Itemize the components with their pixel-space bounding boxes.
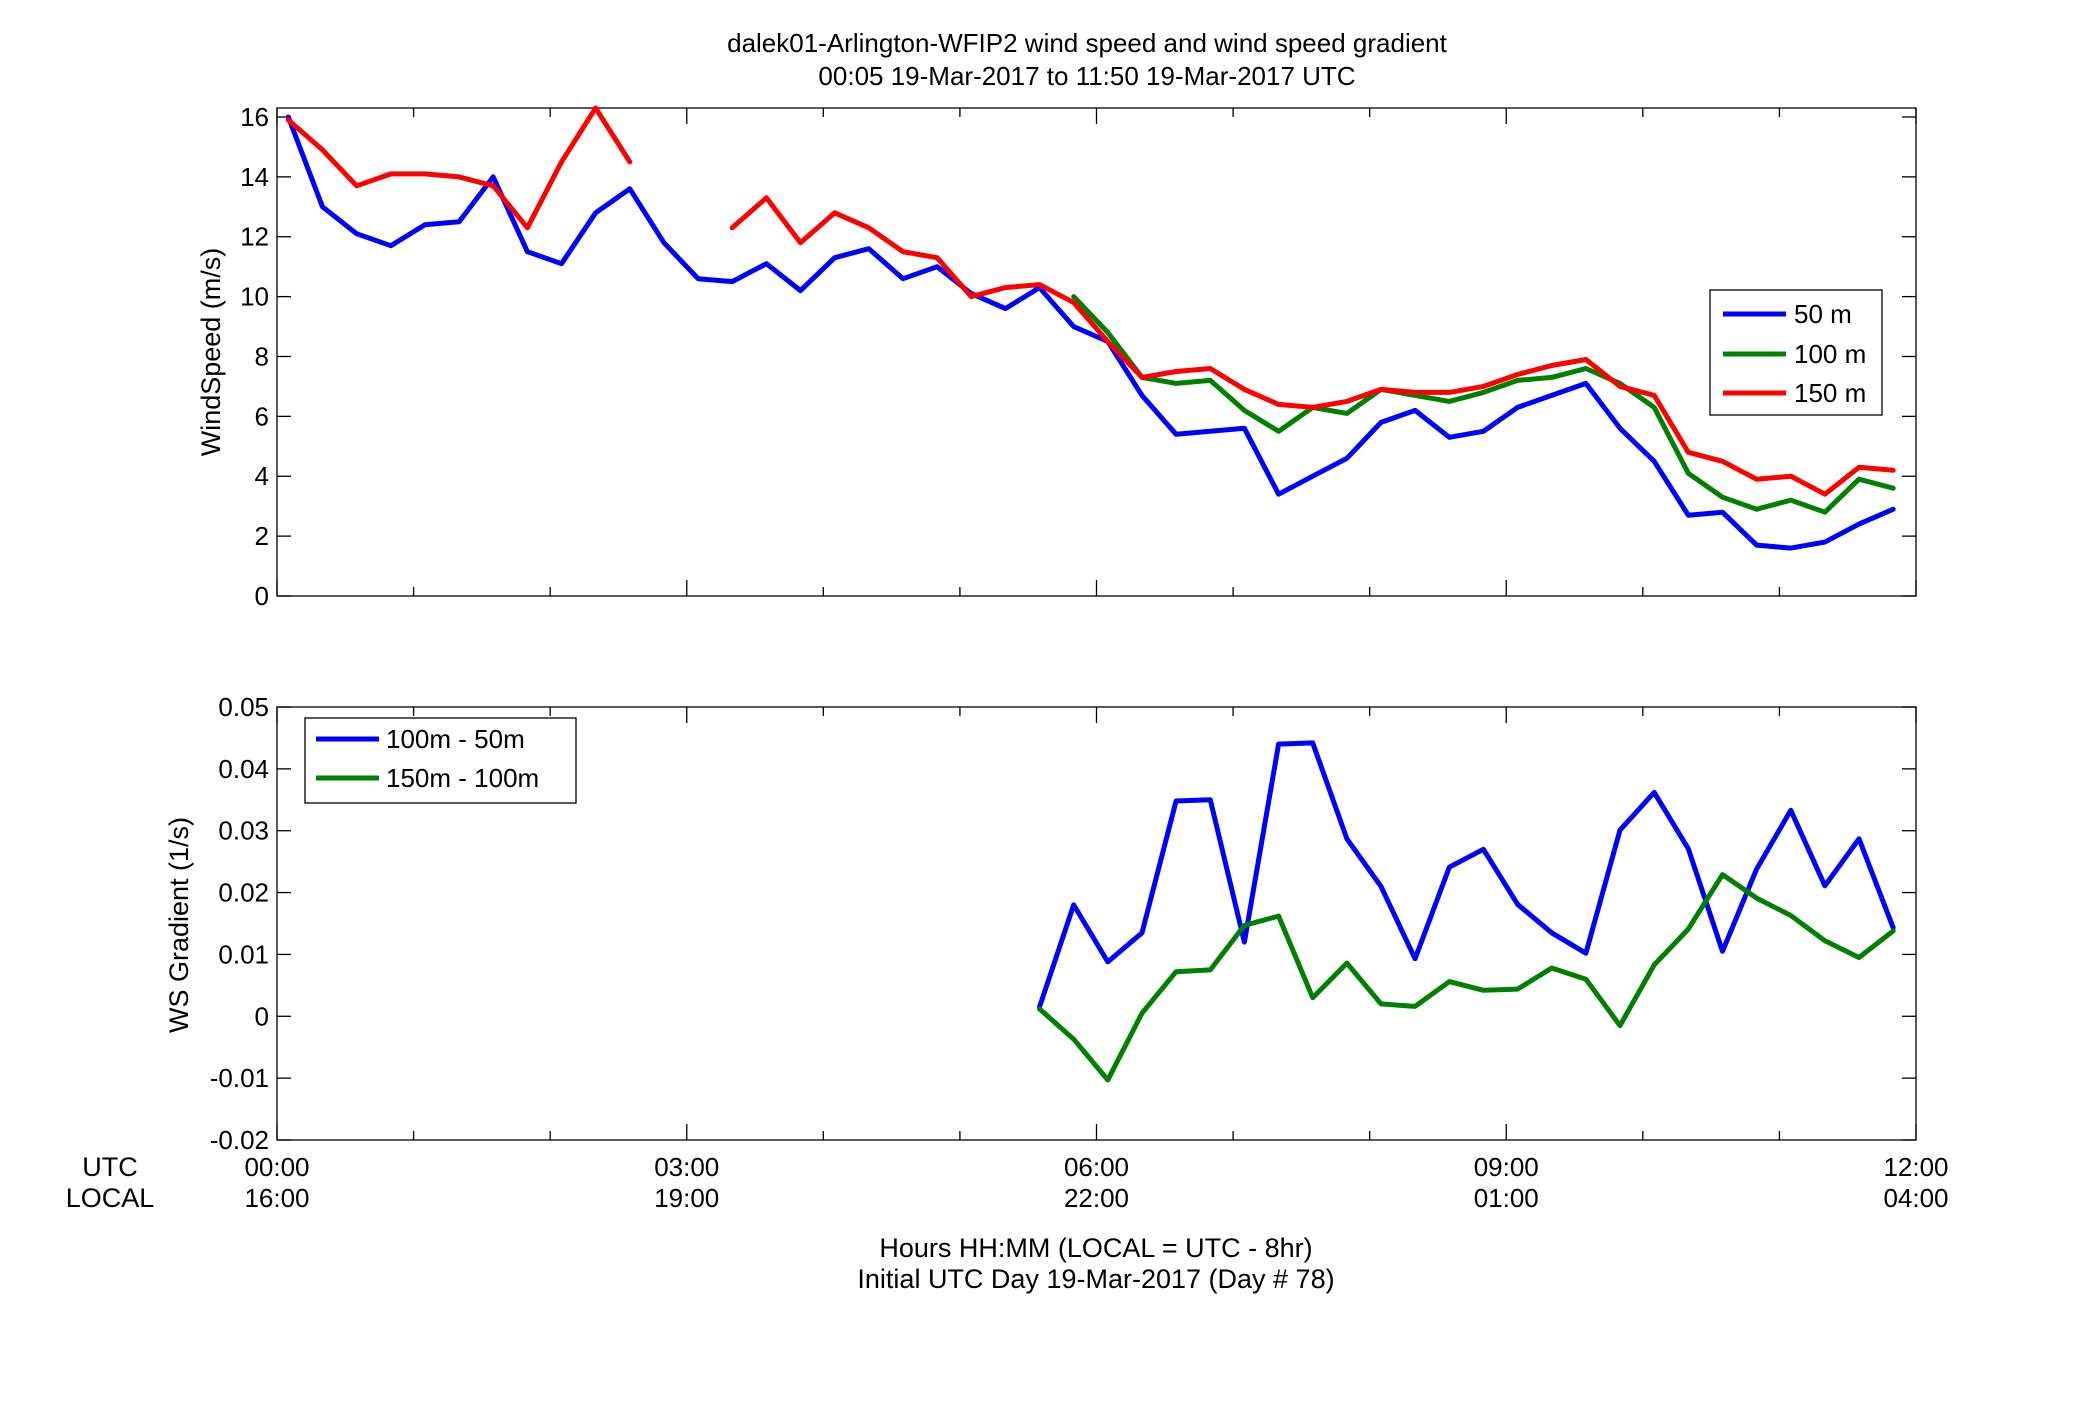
gradient-series-line-100m-50m [1037, 740, 1896, 1010]
legend-label-150m: 150 m [1794, 378, 1866, 408]
gradient-legend-box [304, 717, 577, 804]
windspeed-plot-frame [276, 107, 1917, 597]
chart-title: dalek01-Arlington-WFIP2 wind speed and w… [727, 28, 1448, 58]
x-tick-label-utc: 06:00 [1064, 1152, 1129, 1182]
windspeed-y-tick-label: 14 [240, 162, 269, 192]
gradient-series-line-150m-100m [1037, 872, 1896, 1083]
gradient-y-tick-label: -0.02 [210, 1125, 269, 1155]
windspeed-y-tick-label: 16 [240, 102, 269, 132]
gradient-series [1037, 740, 1896, 1083]
legend-label-100m: 100 m [1794, 339, 1866, 369]
windspeed-x-axis [276, 108, 1917, 596]
gradient-y-tick-label: 0.03 [218, 816, 269, 846]
gradient-y-tick-label: 0.01 [218, 939, 269, 969]
gradient-y-tick-label: 0.04 [218, 754, 269, 784]
windspeed-series-line-150m [285, 105, 633, 231]
gradient-panel: -0.02 -0.01 0 0.01 0.02 0.03 0.04 0.05 00:0016:… [66, 692, 1949, 1294]
windspeed-panel: 0 2 4 6 8 10 12 14 16 WindSpeed (m/s) 50 m 100 m… [196, 102, 1917, 611]
windspeed-y-tick-label: 8 [255, 341, 269, 371]
x-tick-label-local: 01:00 [1474, 1183, 1539, 1213]
windspeed-y-label: WindSpeed (m/s) [196, 248, 226, 457]
gradient-y-tick-label: -0.01 [210, 1063, 269, 1093]
local-row-label: LOCAL [66, 1183, 155, 1213]
x-tick-label-local: 22:00 [1064, 1183, 1129, 1213]
x-tick-label-utc: 03:00 [654, 1152, 719, 1182]
windspeed-y-tick-label: 10 [240, 282, 269, 312]
gradient-y-tick-label: 0.05 [218, 692, 269, 722]
utc-row-label: UTC [82, 1152, 138, 1182]
gradient-y-tick-label: 0.02 [218, 878, 269, 908]
x-tick-label-utc: 00:00 [244, 1152, 309, 1182]
windspeed-series-line-150m [729, 195, 1896, 497]
windspeed-series [285, 105, 1896, 551]
gradient-y-tick-label: 0 [255, 1001, 269, 1031]
x-axis-label: Hours HH:MM (LOCAL = UTC - 8hr) [879, 1233, 1312, 1263]
windspeed-series-line-50m [285, 114, 1896, 551]
x-axis-label-line2: Initial UTC Day 19-Mar-2017 (Day # 78) [857, 1264, 1334, 1294]
windspeed-y-tick-label: 4 [255, 461, 269, 491]
x-tick-label-local: 04:00 [1883, 1183, 1948, 1213]
legend-label-100m-50m: 100m - 50m [386, 724, 525, 754]
legend-label-150m-100m: 150m - 100m [386, 763, 539, 793]
x-tick-label-local: 16:00 [244, 1183, 309, 1213]
windspeed-y-tick-label: 2 [255, 521, 269, 551]
windspeed-legend: 50 m 100 m 150 m [1709, 289, 1883, 416]
windspeed-y-axis: 0 2 4 6 8 10 12 14 16 [240, 102, 1916, 611]
x-tick-label-utc: 12:00 [1883, 1152, 1948, 1182]
windspeed-y-tick-label: 0 [255, 581, 269, 611]
gradient-y-axis: -0.02 -0.01 0 0.01 0.02 0.03 0.04 0.05 [210, 692, 1916, 1155]
windspeed-y-tick-label: 12 [240, 222, 269, 252]
x-tick-label-local: 19:00 [654, 1183, 719, 1213]
windspeed-series-line-100m [1071, 294, 1896, 515]
legend-label-50m: 50 m [1794, 299, 1852, 329]
windspeed-y-tick-label: 6 [255, 401, 269, 431]
chart-subtitle: 00:05 19-Mar-2017 to 11:50 19-Mar-2017 U… [818, 61, 1355, 91]
x-tick-label-utc: 09:00 [1474, 1152, 1539, 1182]
gradient-legend: 100m - 50m 150m - 100m [304, 717, 577, 804]
gradient-y-label: WS Gradient (1/s) [164, 817, 194, 1033]
